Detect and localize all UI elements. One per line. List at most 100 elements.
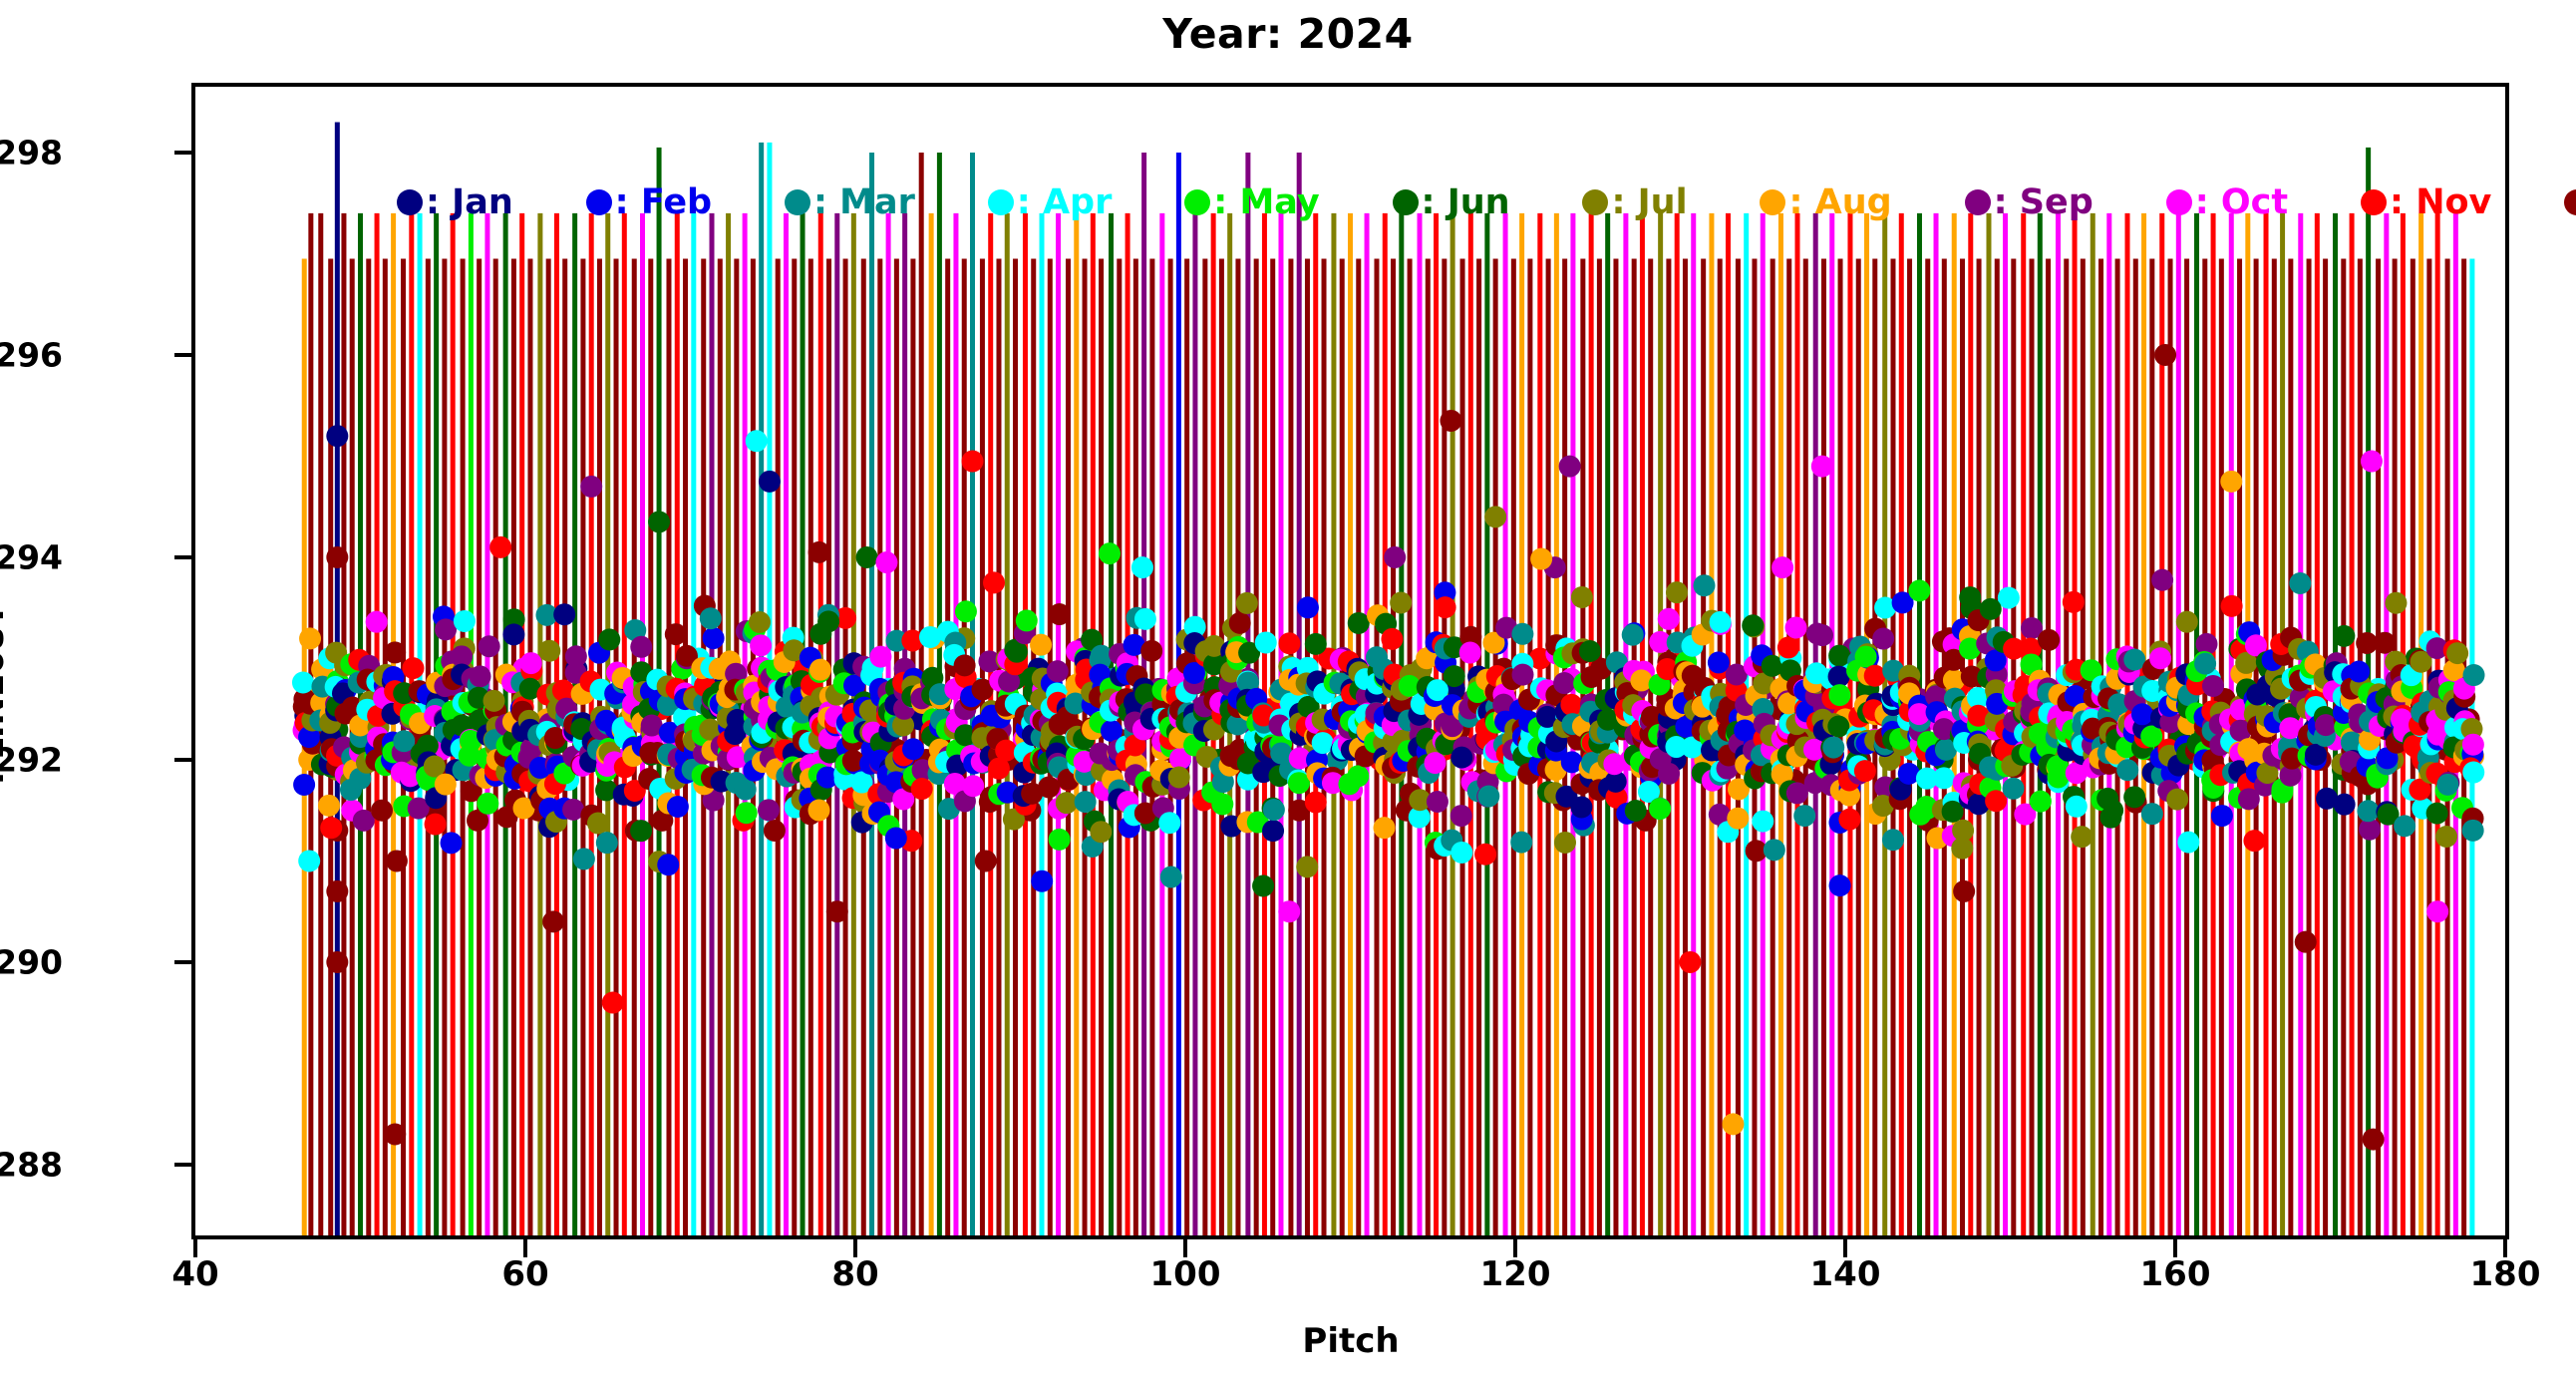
y-tick-label: 288 [0,1145,63,1185]
data-point [551,679,574,702]
y-tick-label: 296 [0,335,63,375]
data-point [586,812,609,835]
data-point [1630,669,1653,692]
data-point [1838,808,1861,831]
data-point [1278,900,1301,923]
data-point [725,662,748,685]
data-point [1985,790,2008,813]
legend-marker-icon [397,189,423,215]
data-point [735,802,758,825]
data-point [1183,615,1206,638]
data-point [1426,679,1449,702]
data-point [783,639,805,662]
legend-item-may[interactable]: : May [1184,184,1320,220]
data-point [1942,648,1965,671]
data-point [2002,777,2025,800]
data-point [502,608,525,631]
data-point [2256,762,2279,785]
legend-item-label: : Jul [1611,181,1688,222]
legend-marker-icon [785,189,810,215]
data-point [1776,636,1799,659]
data-point [1426,791,1449,814]
x-tick-label: 160 [2139,1254,2211,1294]
data-point [1373,817,1396,840]
data-point [2065,762,2088,785]
legend-item-dec[interactable]: : Dec [2564,185,2576,220]
data-point [1838,784,1861,807]
data-point [460,729,483,752]
legend-item-jan[interactable]: : Jan [397,184,513,220]
data-point [1810,455,1833,478]
data-point [2029,790,2052,813]
data-point [2357,800,2380,823]
legend-item-label: : Aug [1788,181,1892,222]
data-point [2377,803,2400,826]
data-point [2210,805,2233,828]
data-point [2462,664,2485,687]
data-point [954,724,977,747]
data-point [1934,738,1957,761]
data-point [1578,640,1601,663]
data-point [1002,808,1025,831]
legend-item-apr[interactable]: : Apr [987,184,1112,220]
data-point [1321,772,1344,795]
data-point [1932,718,1955,741]
data-point [2151,568,2174,591]
data-point [1891,591,1914,614]
data-point [1304,791,1327,814]
data-point [298,850,321,872]
x-tick-mark [1843,1239,1847,1257]
data-point [2391,708,2414,731]
data-point [2446,642,2469,665]
data-point [1484,506,1507,528]
data-point [843,674,866,697]
data-point [1605,786,1628,809]
legend-item-oct[interactable]: : Oct [2165,181,2289,222]
data-point [1030,633,1053,656]
data-point [1802,738,1825,761]
data-point [1656,658,1679,681]
legend-item-aug[interactable]: : Aug [1760,181,1892,222]
data-point [1560,693,1583,716]
data-point [291,671,314,694]
data-point [1288,799,1311,822]
data-point [1753,672,1775,695]
data-point [699,718,722,741]
data-point [2116,759,2139,782]
data-point [2154,343,2177,366]
data-point [1048,603,1071,626]
x-tick-label: 100 [1149,1254,1221,1294]
data-point [1665,736,1688,759]
x-tick-mark [523,1239,527,1257]
data-point [1897,762,1920,785]
data-point [2333,624,2356,647]
data-point [1951,837,1974,860]
data-point [1984,649,2007,672]
data-point [1081,628,1104,651]
data-point [1967,704,1990,727]
data-point [748,610,771,633]
legend-item-jul[interactable]: : Jul [1582,181,1688,222]
legend-item-jun[interactable]: : Jun [1392,184,1510,220]
data-point [1133,802,1156,825]
data-point [1640,705,1663,728]
legend-item-label: : Oct [2194,181,2289,222]
data-point [745,430,768,453]
legend-item-nov[interactable]: : Nov [2361,184,2491,220]
x-tick-label: 80 [831,1254,879,1294]
legend-item-feb[interactable]: : Feb [585,184,712,220]
data-point [543,727,566,750]
data-point [2281,747,2304,770]
y-tick-mark [174,150,191,155]
data-point [512,797,535,820]
legend-item-sep[interactable]: : Sep [1964,184,2093,220]
data-point [1657,607,1680,630]
data-point [1771,763,1793,786]
legend-item-mar[interactable]: : Mar [785,184,915,220]
data-point [1441,715,1463,738]
data-point [1238,641,1261,664]
data-point [815,766,838,789]
data-point [2385,591,2408,614]
x-tick-label: 180 [2469,1254,2541,1294]
data-point [1709,610,1732,633]
